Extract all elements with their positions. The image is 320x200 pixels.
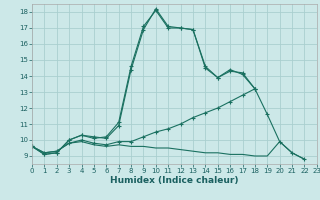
X-axis label: Humidex (Indice chaleur): Humidex (Indice chaleur) [110, 176, 239, 185]
